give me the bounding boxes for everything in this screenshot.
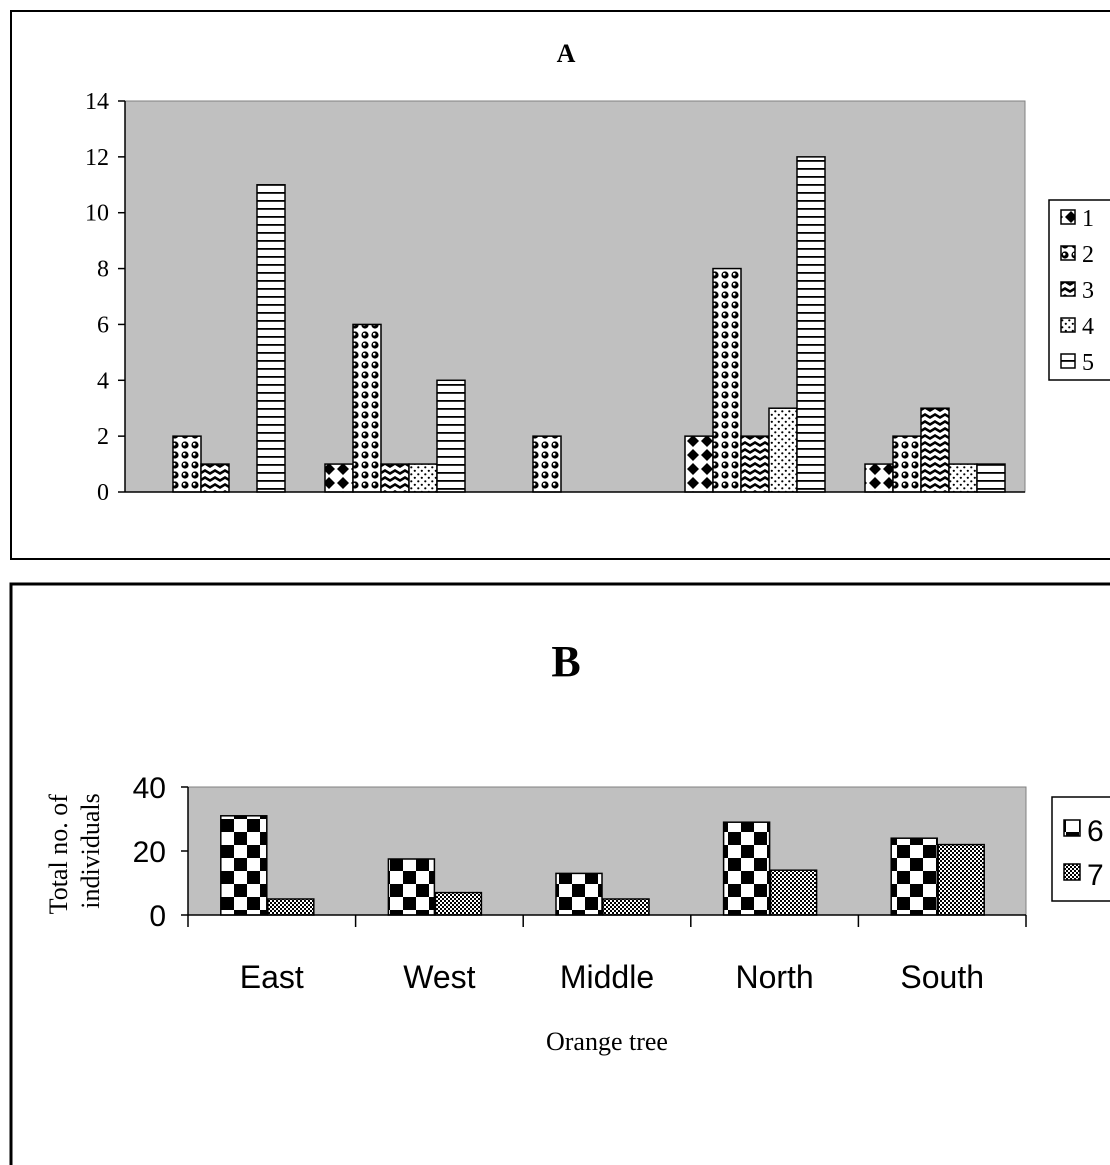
panel-a-frame bbox=[10, 10, 1110, 560]
chart-b-y-axis-label-line2: individuals bbox=[76, 793, 105, 909]
chart-b-ytick-label: 20 bbox=[133, 836, 166, 869]
chart-a-bar-south-series-1 bbox=[864, 463, 894, 493]
chart-a-bar-west-series-3 bbox=[380, 463, 410, 493]
chart-b-bar-west-series-6 bbox=[387, 858, 436, 916]
chart-a-bar-south-series-4 bbox=[948, 463, 978, 493]
chart-b-legend-label: 7 bbox=[1087, 859, 1104, 892]
chart-a-legend-label: 2 bbox=[1082, 242, 1094, 268]
chart-a-bar-middle-series-2 bbox=[532, 435, 562, 493]
chart-b-bar-east-series-7 bbox=[267, 898, 315, 916]
chart-a-legend-swatch bbox=[1060, 245, 1076, 261]
chart-b-category-label: East bbox=[240, 959, 304, 995]
chart-b-bar-middle-series-6 bbox=[555, 872, 603, 916]
panel-b-frame bbox=[9, 582, 1110, 1165]
chart-a-ytick-label: 14 bbox=[85, 89, 109, 115]
chart-b-ytick-label: 40 bbox=[133, 772, 166, 805]
chart-a-legend-label: 1 bbox=[1082, 206, 1094, 232]
chart-a-legend-swatch bbox=[1060, 353, 1076, 369]
chart-a-ytick-label: 10 bbox=[85, 201, 109, 227]
chart-a-bar-west-series-4 bbox=[408, 463, 438, 493]
chart-b-legend: 67 bbox=[1051, 796, 1110, 902]
chart-b-legend-swatch bbox=[1063, 819, 1081, 837]
chart-b-bar-south-series-6 bbox=[890, 837, 938, 916]
chart-a-bar-north-series-4 bbox=[768, 407, 798, 493]
chart-b: B Total no. of individuals 0 20 40 East Wes… bbox=[44, 637, 1110, 1056]
chart-a-legend: 1 2 3 4 5 bbox=[1048, 199, 1110, 381]
chart-b-bar-east-series-6 bbox=[220, 815, 268, 916]
chart-b-yticks: 0 20 40 bbox=[133, 772, 188, 933]
chart-b-y-axis-label: Total no. of individuals bbox=[44, 788, 105, 915]
chart-a-bar-east-series-3 bbox=[200, 463, 230, 493]
chart-a-bar-west-series-1 bbox=[324, 463, 354, 493]
chart-b-bar-west-series-7 bbox=[434, 891, 483, 916]
chart-b-y-axis-label-line1: Total no. of bbox=[44, 794, 73, 915]
chart-a-ytick-label: 12 bbox=[85, 145, 109, 171]
chart-a-legend-label: 4 bbox=[1082, 314, 1094, 340]
chart-b-bars bbox=[220, 815, 985, 916]
chart-a-bar-south-series-3 bbox=[920, 407, 950, 493]
chart-b-xticks: East West Middle North South bbox=[187, 915, 1027, 995]
chart-a-ytick-label: 4 bbox=[97, 368, 109, 394]
chart-a-ytick-label: 8 bbox=[97, 257, 109, 283]
chart-a-legend-box bbox=[1048, 199, 1110, 381]
chart-b-title: B bbox=[551, 637, 580, 686]
chart-a-ytick-label: 0 bbox=[97, 480, 109, 506]
chart-a-ytick-label: 6 bbox=[97, 312, 109, 338]
chart-b-legend-box bbox=[1051, 796, 1110, 902]
chart-a-legend-swatch bbox=[1060, 317, 1076, 333]
chart-a-ytick-label: 2 bbox=[97, 424, 109, 450]
chart-b-bar-north-series-6 bbox=[722, 821, 771, 916]
chart-a-yticks: 0 2 4 6 8 10 12 14 bbox=[85, 89, 125, 506]
chart-a-bar-south-series-5 bbox=[976, 463, 1006, 493]
chart-b-plot-area bbox=[187, 786, 1027, 916]
chart-b-ytick-label: 0 bbox=[149, 900, 166, 933]
chart-a-bar-north-series-1 bbox=[684, 435, 714, 493]
chart-b-category-label: North bbox=[735, 959, 813, 995]
chart-a-bar-south-series-2 bbox=[892, 435, 922, 493]
chart-b-bar-middle-series-7 bbox=[602, 898, 650, 916]
chart-b-category-label: Middle bbox=[560, 959, 654, 995]
chart-b-legend-label: 6 bbox=[1087, 815, 1104, 848]
chart-b-category-label: South bbox=[900, 959, 984, 995]
chart-b-legend-swatch bbox=[1063, 863, 1081, 881]
chart-a-legend-label: 3 bbox=[1082, 278, 1094, 304]
chart-a-bar-east-series-2 bbox=[172, 435, 202, 493]
chart-a-legend-swatch bbox=[1060, 281, 1076, 297]
chart-a-legend-swatch bbox=[1060, 209, 1076, 225]
chart-b-x-axis-label: Orange tree bbox=[546, 1027, 668, 1056]
chart-a-legend-label: 5 bbox=[1082, 350, 1094, 376]
chart-a-bar-north-series-2 bbox=[712, 267, 742, 493]
chart-b-category-label: West bbox=[403, 959, 475, 995]
chart-a-bar-north-series-5 bbox=[796, 156, 826, 493]
chart-a-bar-east-series-5 bbox=[256, 184, 286, 493]
chart-a-bar-north-series-3 bbox=[740, 435, 770, 493]
chart-a-title: A bbox=[557, 39, 576, 68]
chart-a-bar-west-series-5 bbox=[436, 379, 466, 493]
chart-b-bar-north-series-7 bbox=[769, 869, 818, 916]
chart-a-bar-west-series-2 bbox=[352, 323, 382, 493]
chart-b-bar-south-series-7 bbox=[937, 843, 985, 916]
